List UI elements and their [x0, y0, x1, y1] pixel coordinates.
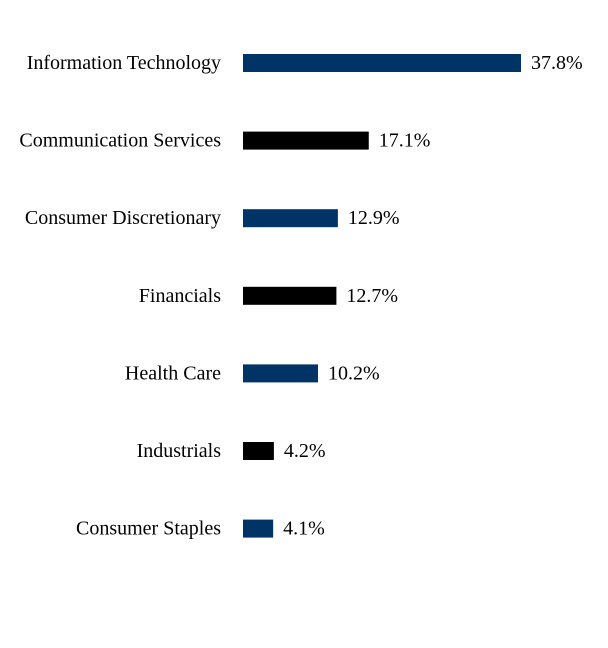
value-label: 10.2% [328, 362, 380, 384]
bar-row: Consumer Discretionary 12.9% [25, 207, 400, 229]
category-label: Industrials [137, 440, 222, 462]
bar [243, 519, 274, 538]
plot-area: Information Technology 37.8% Communication… [19, 52, 582, 540]
value-label: 37.8% [531, 52, 583, 74]
category-label: Health Care [125, 362, 221, 384]
bar [243, 286, 337, 305]
value-label: 12.7% [346, 285, 398, 307]
bar [243, 442, 274, 460]
value-label: 4.2% [284, 440, 326, 462]
value-label: 12.9% [348, 207, 400, 229]
category-label: Consumer Staples [76, 518, 221, 540]
bar [243, 131, 369, 150]
bar-row: Industrials 4.2% [137, 440, 326, 462]
bar-row: Health Care 10.2% [125, 362, 380, 384]
bar [243, 54, 521, 72]
bar-row: Information Technology 37.8% [27, 52, 583, 74]
category-label: Consumer Discretionary [25, 207, 221, 229]
category-label: Financials [139, 285, 221, 307]
category-label: Information Technology [27, 52, 221, 74]
bar-row: Communication Services 17.1% [19, 130, 430, 152]
bar-row: Consumer Staples 4.1% [76, 518, 325, 540]
value-label: 4.1% [283, 518, 325, 540]
bar-row: Financials 12.7% [139, 285, 398, 307]
category-label: Communication Services [19, 130, 221, 152]
bar [243, 209, 338, 228]
value-label: 17.1% [379, 130, 431, 152]
bar [243, 364, 319, 383]
